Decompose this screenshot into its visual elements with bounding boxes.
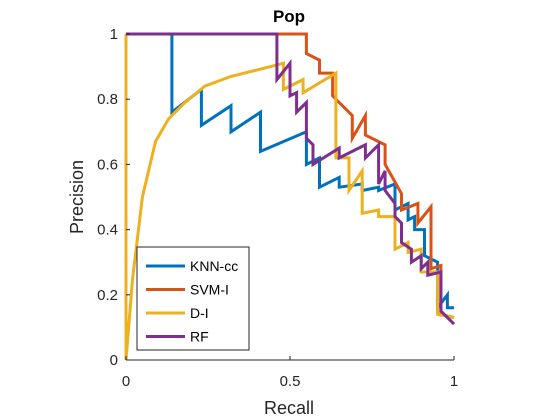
legend-entry-label: SVM-I [190, 282, 229, 298]
y-tick-label: 0.8 [97, 91, 118, 108]
legend-box [136, 246, 250, 351]
y-tick-label: 0.4 [97, 222, 118, 239]
chart-title: Pop [273, 7, 305, 26]
y-tick-label: 0 [110, 352, 118, 369]
legend-entry-label: D-I [190, 305, 209, 321]
series-line-svm-i [126, 32, 455, 320]
series-line-d-i [124, 34, 455, 361]
y-tick-label: 0.2 [97, 287, 118, 304]
y-tick-label: 0.6 [97, 156, 118, 173]
y-tick-label: 1 [110, 26, 118, 43]
legend-entry-label: RF [190, 329, 209, 345]
series-layer [124, 32, 456, 361]
series-line-rf [126, 32, 456, 326]
x-tick-label: 0.5 [280, 373, 301, 390]
x-tick-label: 1 [450, 373, 458, 390]
y-axis-label: Precision [67, 160, 87, 234]
x-tick-label: 0 [122, 373, 130, 390]
legend: KNN-cc SVM-I D-I RF [136, 246, 250, 351]
x-axis-label: Recall [264, 398, 314, 418]
legend-entry-label: KNN-cc [190, 258, 238, 274]
ticks-layer: 0 0.5 1 0 0.2 0.4 0.6 0.8 1 [97, 26, 458, 390]
